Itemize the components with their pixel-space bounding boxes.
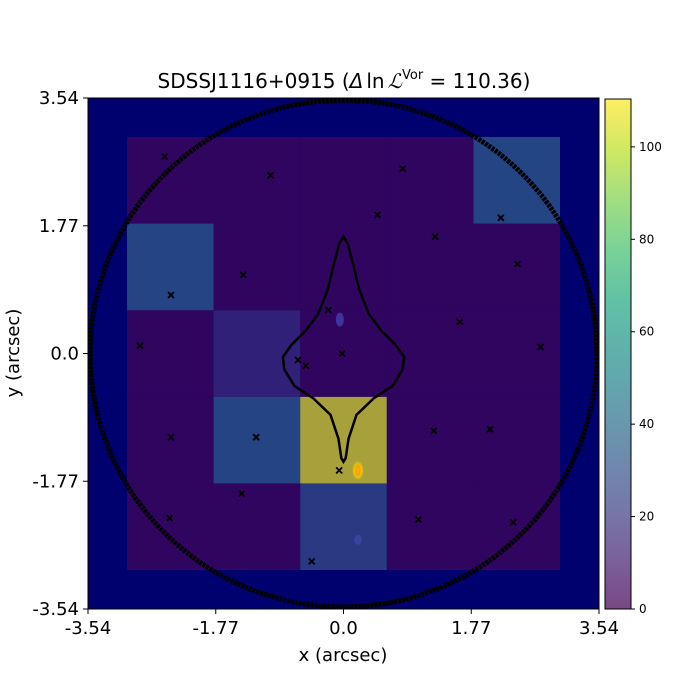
mask-circle	[88, 98, 599, 609]
title-sup: Vor	[402, 68, 424, 83]
heatmap-cell	[213, 223, 301, 311]
plot-area	[88, 98, 599, 609]
y-tick-label: -1.77	[32, 471, 79, 492]
heatmap-cell	[126, 223, 214, 311]
image-marker	[167, 433, 175, 441]
lensed-arc-core	[354, 464, 361, 477]
x-tick-label: -3.54	[65, 618, 112, 639]
heatmap-cell	[473, 310, 561, 397]
image-marker	[430, 427, 438, 435]
image-marker	[486, 425, 494, 433]
heatmap-cell	[213, 483, 301, 571]
heatmap-cell	[126, 310, 214, 397]
image-marker	[431, 232, 439, 241]
colorbar-tick-label: 100	[639, 140, 662, 154]
heatmap-cell	[473, 396, 561, 484]
colorbar-tick-label: 20	[639, 510, 654, 524]
title-delta: Δ	[348, 69, 364, 93]
colorbar-frame	[604, 98, 632, 610]
y-tick-label: 3.54	[39, 88, 79, 109]
x-tick-label: 0.0	[329, 618, 358, 639]
heatmap-cell	[126, 483, 214, 571]
heatmap-cell	[300, 310, 387, 397]
colorbar-ticks: 0 20 40 60 80 100	[631, 140, 662, 616]
x-axis: -3.54 -1.77 0.0 1.77 3.54	[65, 609, 619, 639]
heatmap-cell	[473, 136, 561, 224]
image-marker	[536, 343, 545, 351]
heatmap-cell	[126, 136, 214, 224]
colorbar-tick-label: 0	[639, 602, 647, 616]
image-marker	[160, 152, 169, 161]
heatmap-cell	[386, 483, 474, 571]
image-marker	[324, 306, 332, 314]
heatmap-cell	[386, 136, 474, 224]
heatmap-cell	[386, 396, 474, 484]
image-marker	[252, 433, 260, 441]
image-marker	[338, 349, 346, 358]
heatmap-cell	[213, 136, 301, 224]
image-marker	[165, 514, 174, 522]
image-marker	[399, 165, 407, 173]
image-marker	[308, 557, 316, 566]
image-marker	[335, 466, 343, 475]
title-prefix: SDSSJ1116+0915 (	[158, 69, 350, 93]
heatmap-cells	[126, 136, 561, 571]
colorbar-tick-label: 80	[639, 232, 654, 246]
heatmap-cell	[473, 223, 561, 311]
image-marker	[513, 260, 522, 268]
title-ln: ln	[366, 69, 384, 93]
x-axis-label: x (arcsec)	[299, 645, 388, 666]
heatmap-cell	[213, 396, 301, 484]
image-marker	[167, 291, 175, 299]
caustic-curve	[281, 234, 406, 465]
colorbar: 0 20 40 60 80 100	[604, 98, 662, 616]
chart-title: SDSSJ1116+0915 (Δ ln ℒVor = 110.36)	[158, 68, 531, 93]
heatmap-cell	[300, 396, 387, 484]
image-marker	[456, 318, 464, 326]
image-marker	[302, 362, 310, 370]
heatmap-cell	[126, 396, 214, 484]
colorbar-tick-label: 40	[639, 417, 654, 431]
x-tick-label: 3.54	[579, 618, 619, 639]
lens-features	[335, 312, 364, 545]
markers-layer	[136, 152, 545, 566]
faint-image	[353, 534, 362, 545]
image-marker	[509, 518, 517, 527]
y-tick-label: -3.54	[32, 599, 79, 620]
heatmap-cell	[386, 223, 474, 311]
image-marker	[238, 489, 246, 498]
image-marker	[266, 171, 275, 179]
heatmap-cell	[300, 483, 387, 571]
image-marker	[414, 515, 423, 524]
image-marker	[294, 356, 302, 364]
y-axis-label: y (arcsec)	[3, 309, 24, 398]
faint-image	[335, 312, 344, 327]
image-marker	[239, 271, 247, 279]
title-L: ℒ	[388, 69, 403, 93]
image-marker	[373, 211, 382, 219]
y-tick-label: 1.77	[39, 216, 79, 237]
x-tick-label: 1.77	[451, 618, 491, 639]
title-suffix: = 110.36)	[423, 69, 530, 93]
heatmap-cell	[213, 310, 301, 397]
heatmap-cell	[300, 136, 387, 224]
image-marker	[136, 341, 144, 350]
colorbar-tick-label: 60	[639, 325, 654, 339]
image-marker	[497, 214, 505, 222]
heatmap-cell	[473, 483, 561, 571]
y-tick-label: 0.0	[50, 344, 79, 365]
colorbar-gradient	[605, 99, 631, 609]
y-axis: -3.54 -1.77 0.0 1.77 3.54	[32, 88, 88, 620]
x-tick-label: -1.77	[192, 618, 239, 639]
